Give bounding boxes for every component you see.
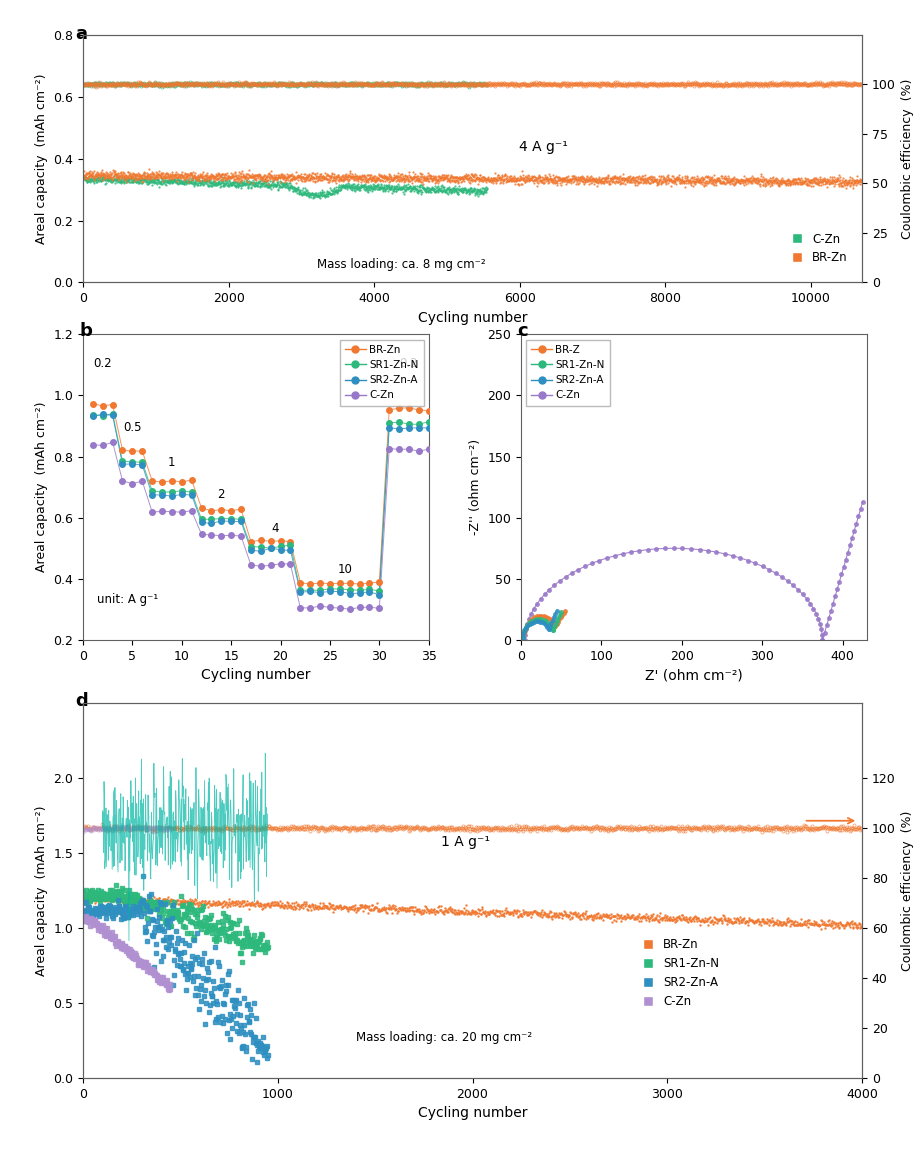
Text: 10: 10 <box>337 563 352 575</box>
Text: 2: 2 <box>218 488 225 500</box>
Y-axis label: Coulombic efficiency  (%): Coulombic efficiency (%) <box>901 811 915 971</box>
Text: 0.5: 0.5 <box>124 421 142 434</box>
X-axis label: Z' (ohm cm⁻²): Z' (ohm cm⁻²) <box>644 669 743 683</box>
Y-axis label: Areal capacity  (mAh cm⁻²): Areal capacity (mAh cm⁻²) <box>35 74 48 243</box>
Text: 4 A g⁻¹: 4 A g⁻¹ <box>519 141 568 155</box>
Y-axis label: Areal capacity  (mAh cm⁻²): Areal capacity (mAh cm⁻²) <box>35 402 48 572</box>
Text: Mass loading: ca. 20 mg cm⁻²: Mass loading: ca. 20 mg cm⁻² <box>356 1031 532 1043</box>
Text: a: a <box>76 24 88 43</box>
X-axis label: Cycling number: Cycling number <box>418 311 527 325</box>
Text: b: b <box>79 322 92 340</box>
Text: 0.2: 0.2 <box>93 356 112 369</box>
X-axis label: Cycling number: Cycling number <box>418 1107 527 1121</box>
Text: 1: 1 <box>168 455 175 469</box>
Legend: BR-Zn, SR1-Zn-N, SR2-Zn-A, C-Zn: BR-Zn, SR1-Zn-N, SR2-Zn-A, C-Zn <box>340 340 423 406</box>
Legend: BR-Z, SR1-Zn-N, SR2-Zn-A, C-Zn: BR-Z, SR1-Zn-N, SR2-Zn-A, C-Zn <box>526 340 609 406</box>
Text: d: d <box>76 692 88 710</box>
X-axis label: Cycling number: Cycling number <box>201 669 311 683</box>
Y-axis label: Coulombic efficiency  (%): Coulombic efficiency (%) <box>901 78 915 239</box>
Text: Mass loading: ca. 8 mg cm⁻²: Mass loading: ca. 8 mg cm⁻² <box>316 257 485 271</box>
Text: unit: A g⁻¹: unit: A g⁻¹ <box>97 594 158 606</box>
Text: 1 A g⁻¹: 1 A g⁻¹ <box>442 835 491 849</box>
Text: 0.2: 0.2 <box>399 356 419 369</box>
Y-axis label: -Z'' (ohm cm⁻²): -Z'' (ohm cm⁻²) <box>468 439 482 535</box>
Text: 4: 4 <box>272 521 279 535</box>
Legend: BR-Zn, SR1-Zn-N, SR2-Zn-A, C-Zn: BR-Zn, SR1-Zn-N, SR2-Zn-A, C-Zn <box>632 934 724 1012</box>
Text: c: c <box>517 322 528 340</box>
Y-axis label: Areal capacity  (mAh cm⁻²): Areal capacity (mAh cm⁻²) <box>35 806 48 975</box>
Legend: C-Zn, BR-Zn: C-Zn, BR-Zn <box>780 228 852 269</box>
